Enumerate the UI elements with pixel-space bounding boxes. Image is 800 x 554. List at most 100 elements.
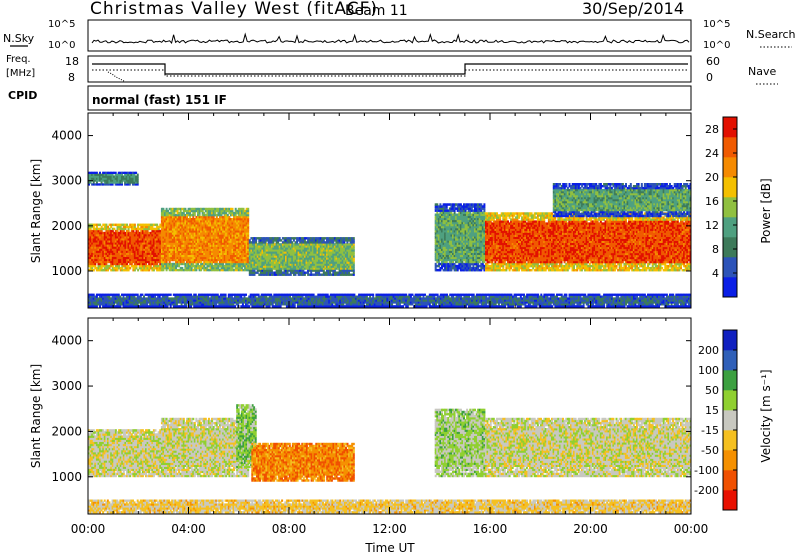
- power-cell-3: [299, 239, 302, 242]
- power-cell-0: [157, 233, 160, 237]
- power-cell-3: [275, 241, 278, 244]
- power-cell-1: [119, 177, 122, 180]
- power-cell-2: [175, 238, 177, 241]
- power-cell-2: [200, 209, 203, 213]
- power-cell-2: [187, 209, 190, 213]
- power-cell-2: [187, 262, 190, 266]
- power-cell-2: [170, 220, 173, 223]
- power-cell-0: [129, 266, 132, 270]
- power-cell-2: [173, 234, 176, 237]
- power-cell-2: [209, 242, 212, 245]
- power-cell-2: [208, 230, 210, 233]
- power-cell-3: [267, 265, 270, 268]
- power-cell-1: [136, 179, 139, 182]
- power-cell-0: [156, 227, 159, 231]
- power-cell-2: [211, 207, 214, 211]
- power-cell-2: [181, 230, 184, 233]
- power-cell-2: [187, 254, 190, 258]
- power-cell-3: [252, 271, 254, 274]
- power-cell-1: [111, 171, 114, 174]
- power-cell-3: [250, 273, 253, 276]
- power-cell-2: [230, 246, 232, 249]
- power-cell-2: [222, 264, 225, 268]
- power-cell-0: [141, 244, 144, 247]
- power-cell-2: [165, 228, 168, 231]
- power-cell-2: [208, 207, 210, 211]
- power-cell-2: [212, 258, 215, 262]
- power-cell-3: [270, 257, 273, 260]
- power-cell-3: [275, 251, 278, 254]
- power-cell-2: [182, 226, 185, 229]
- power-cell-0: [159, 266, 162, 270]
- power-cell-0: [138, 246, 141, 249]
- power-cell-2: [239, 207, 242, 211]
- power-cell-3: [263, 271, 265, 274]
- power-cell-3: [250, 267, 253, 270]
- power-cell-0: [108, 254, 111, 257]
- power-cell-0: [129, 246, 132, 249]
- power-cell-0: [100, 268, 103, 272]
- power-cell-3: [263, 249, 265, 252]
- power-cell-2: [200, 252, 203, 255]
- power-cell-2: [212, 244, 215, 247]
- power-cell-0: [95, 256, 98, 260]
- power-cell-0: [94, 254, 97, 257]
- power-cell-2: [230, 268, 232, 272]
- power-cell-0: [145, 238, 147, 241]
- power-cell-3: [283, 269, 286, 272]
- power-cell-2: [197, 211, 199, 215]
- power-cell-2: [179, 215, 182, 219]
- power-cell-3: [264, 257, 267, 260]
- power-cell-2: [195, 252, 198, 255]
- power-cell-3: [286, 237, 289, 240]
- noise-panel-frame: [87, 19, 692, 52]
- power-cell-2: [176, 264, 179, 268]
- power-cell-2: [226, 266, 229, 270]
- power-cell-2: [233, 232, 236, 235]
- power-cell-2: [173, 238, 176, 241]
- power-cell-3: [261, 269, 264, 272]
- power-cell-0: [146, 233, 149, 237]
- power-cell-2: [209, 244, 212, 247]
- power-cell-2: [220, 268, 223, 272]
- power-cell-2: [247, 218, 250, 221]
- power-cell-2: [186, 260, 188, 264]
- power-cell-0: [159, 254, 162, 257]
- power-cell-2: [234, 224, 237, 227]
- power-cell-0: [122, 238, 125, 241]
- power-cell-0: [137, 246, 140, 249]
- power-cell-3: [289, 249, 292, 252]
- power-cell-3: [269, 255, 272, 258]
- power-cell-0: [127, 233, 130, 237]
- power-cell-2: [168, 213, 171, 217]
- power-cell-0: [122, 223, 125, 227]
- power-cell-3: [275, 239, 278, 242]
- power-cell-3: [291, 255, 294, 258]
- power-cell-3: [252, 249, 254, 252]
- power-cell-2: [192, 222, 195, 225]
- power-cell-0: [146, 266, 149, 270]
- power-cell-3: [299, 241, 302, 244]
- power-cell-2: [203, 226, 206, 229]
- power-cell-2: [244, 248, 247, 251]
- power-cell-2: [223, 246, 226, 249]
- power-cell-3: [248, 263, 251, 266]
- power-cell-0: [145, 266, 147, 270]
- power-cell-2: [220, 264, 223, 268]
- power-cell-2: [234, 250, 237, 253]
- power-cell-0: [138, 231, 141, 235]
- power-cell-3: [274, 267, 276, 270]
- power-cell-0: [119, 246, 122, 249]
- power-cell-2: [173, 236, 176, 239]
- power-cell-3: [283, 257, 286, 260]
- power-cell-2: [203, 246, 206, 249]
- power-cell-1: [121, 177, 123, 180]
- power-cell-2: [195, 224, 198, 227]
- power-cell-0: [107, 264, 109, 268]
- power-cell-3: [252, 241, 254, 244]
- power-cell-0: [102, 258, 105, 262]
- power-cell-3: [261, 271, 264, 274]
- power-cell-2: [215, 258, 218, 262]
- power-cell-2: [228, 262, 231, 266]
- power-cell-0: [133, 223, 136, 227]
